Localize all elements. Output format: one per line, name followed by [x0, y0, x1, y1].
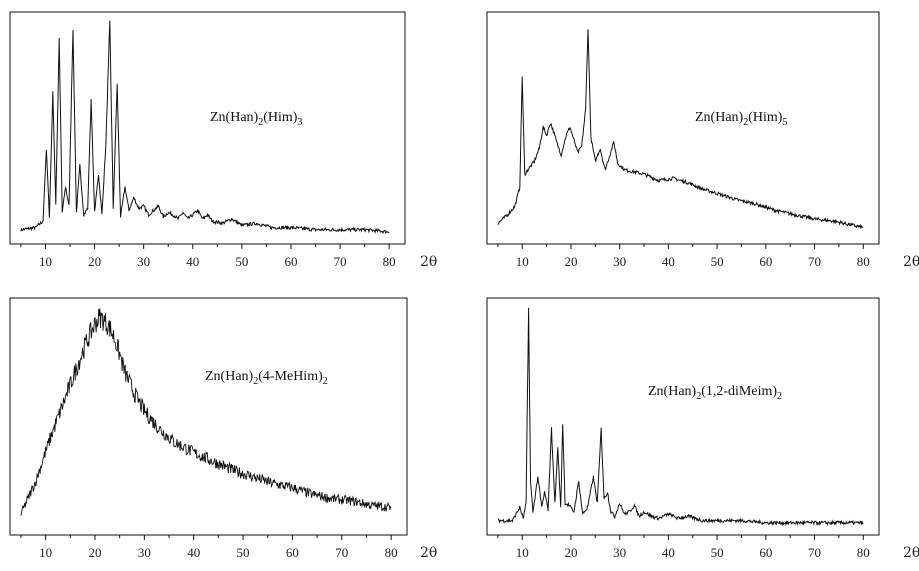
x-tick-label-3-50: 50	[237, 545, 250, 560]
x-tick-label-1-20: 20	[88, 254, 101, 269]
x-tick-label-1-50: 50	[235, 254, 248, 269]
x-tick-label-4-80: 80	[857, 545, 870, 560]
x-tick-label-1-70: 70	[334, 254, 347, 269]
plot-frame-1	[9, 11, 406, 245]
plot-frame-3	[9, 297, 408, 536]
x-tick-label-2-50: 50	[711, 254, 724, 269]
x-axis-label-1: 2θ	[420, 254, 437, 270]
x-tick-label-4-60: 60	[759, 545, 772, 560]
x-tick-label-4-20: 20	[564, 545, 577, 560]
x-tick-label-2-80: 80	[857, 254, 870, 269]
x-tick-label-3-20: 20	[88, 545, 101, 560]
x-tick-label-3-60: 60	[286, 545, 299, 560]
x-axis-label-4: 2θ	[903, 545, 919, 561]
plot-frame-4	[486, 297, 880, 536]
x-tick-label-4-40: 40	[662, 545, 675, 560]
series-line-4	[497, 307, 864, 527]
x-tick-label-2-20: 20	[564, 254, 577, 269]
x-tick-label-1-10: 10	[39, 254, 52, 269]
x-tick-label-2-10: 10	[516, 254, 529, 269]
x-tick-label-4-50: 50	[711, 545, 724, 560]
x-tick-label-2-30: 30	[613, 254, 626, 269]
plot-frame-2	[486, 11, 880, 245]
x-tick-label-4-70: 70	[808, 545, 821, 560]
x-tick-label-3-30: 30	[138, 545, 151, 560]
series-line-2	[497, 29, 864, 229]
series-line-1	[20, 20, 390, 235]
x-tick-label-2-40: 40	[662, 254, 675, 269]
series-line-3	[20, 308, 392, 516]
series-annotation-4: Zn(Han)2(1,2-diMeim)2	[648, 384, 782, 402]
x-tick-label-2-70: 70	[808, 254, 821, 269]
x-tick-label-3-70: 70	[335, 545, 348, 560]
series-annotation-2: Zn(Han)2(Him)5	[695, 110, 787, 128]
x-tick-label-1-30: 30	[137, 254, 150, 269]
series-annotation-1: Zn(Han)2(Him)3	[210, 110, 302, 128]
x-tick-label-4-10: 10	[516, 545, 529, 560]
x-tick-label-1-80: 80	[383, 254, 396, 269]
x-tick-label-4-30: 30	[613, 545, 626, 560]
x-axis-label-3: 2θ	[420, 545, 437, 561]
x-tick-label-2-60: 60	[759, 254, 772, 269]
x-tick-label-3-10: 10	[39, 545, 52, 560]
series-annotation-3: Zn(Han)2(4-MeHim)2	[205, 369, 328, 387]
x-tick-label-1-40: 40	[186, 254, 199, 269]
x-tick-label-3-80: 80	[385, 545, 398, 560]
x-tick-label-1-60: 60	[284, 254, 297, 269]
x-tick-label-3-40: 40	[187, 545, 200, 560]
x-axis-label-2: 2θ	[903, 254, 919, 270]
